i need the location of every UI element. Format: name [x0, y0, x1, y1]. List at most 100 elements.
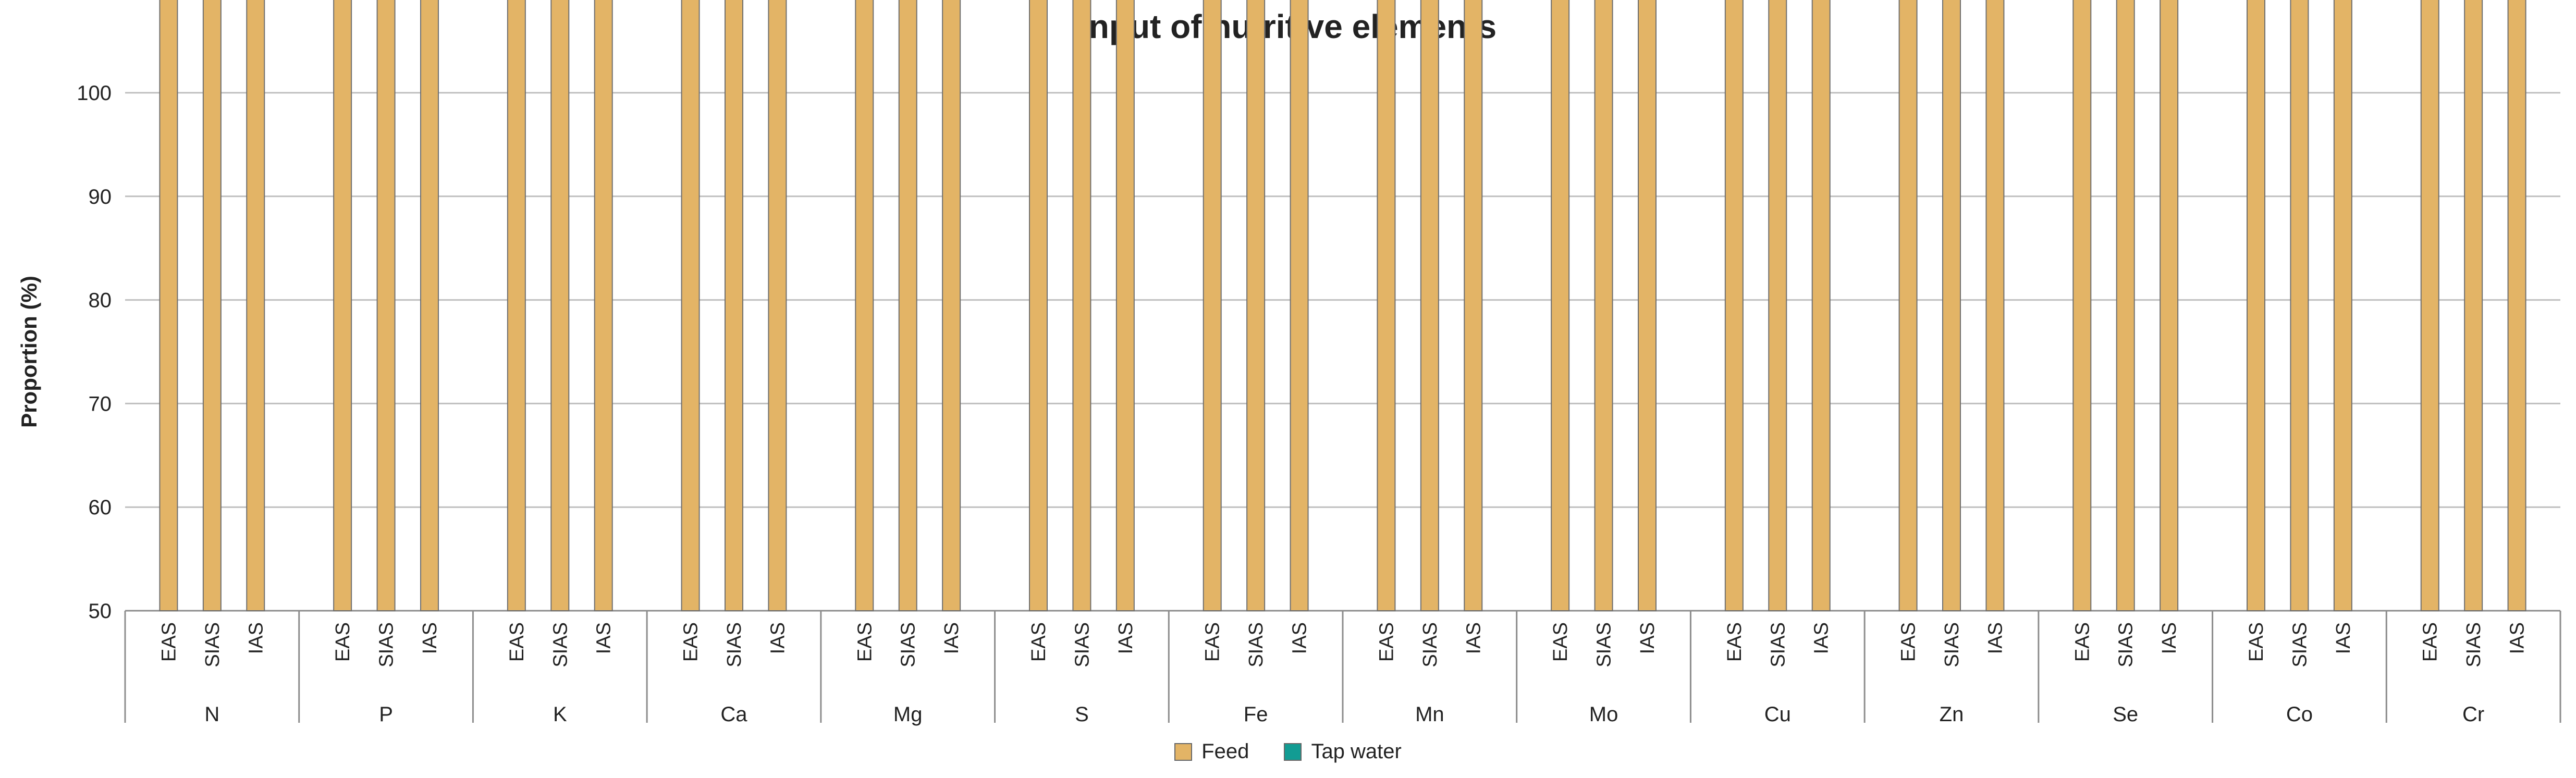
x-tick-label: EAS — [1202, 622, 1224, 662]
bar-feed — [507, 0, 526, 612]
x-tick-label: IAS — [2333, 622, 2354, 654]
x-tick-label: SIAS — [376, 622, 398, 668]
bar-feed — [376, 0, 396, 611]
group-label: Cu — [1764, 703, 1791, 726]
x-tick-label: EAS — [1898, 622, 1920, 662]
group-label: K — [553, 703, 567, 726]
group-label: Co — [2286, 703, 2313, 726]
bar-feed — [2333, 0, 2352, 611]
bar-feed — [1246, 0, 1266, 611]
legend-item-feed: Feed — [1174, 740, 1249, 763]
bar-feed — [1942, 0, 1961, 611]
x-tick-label: SIAS — [1767, 622, 1789, 668]
bar-feed — [333, 0, 352, 611]
x-tick-label: SIAS — [1941, 622, 1963, 668]
x-tick-label: IAS — [1637, 622, 1659, 654]
y-tick-label: 70 — [89, 392, 112, 415]
y-tick-label: 100 — [77, 82, 112, 105]
bar-feed — [2507, 0, 2526, 611]
bar-feed — [2116, 0, 2135, 612]
bar-feed — [1203, 0, 1222, 612]
bar-feed — [1898, 0, 1918, 611]
x-tick-label: IAS — [2507, 622, 2529, 654]
bar-feed — [1551, 0, 1570, 611]
x-tick-label: IAS — [593, 622, 615, 654]
group-label: P — [379, 703, 393, 726]
bar-feed — [1724, 0, 1744, 611]
bar-feed — [159, 0, 178, 612]
bar-feed — [1638, 0, 1657, 611]
group-label: Cr — [2462, 703, 2484, 726]
bar-feed — [1420, 0, 1439, 612]
x-tick-label: EAS — [854, 622, 876, 662]
bar-feed — [1594, 0, 1613, 611]
bar-feed — [202, 0, 222, 611]
x-tick-label: SIAS — [1245, 622, 1267, 668]
y-tick-label: 60 — [89, 496, 112, 519]
bar-feed — [420, 0, 439, 611]
x-tick-label: IAS — [1289, 622, 1311, 654]
bar-feed — [1464, 0, 1483, 611]
x-tick-label: EAS — [680, 622, 702, 662]
bar-feed — [768, 0, 787, 611]
legend-item-tap-water: Tap water — [1284, 740, 1402, 763]
x-tick-label: IAS — [941, 622, 963, 654]
x-tick-label: SIAS — [723, 622, 745, 668]
x-tick-label: SIAS — [2463, 622, 2485, 668]
x-tick-label: SIAS — [549, 622, 571, 668]
bar-feed — [1115, 0, 1135, 611]
bar-feed — [2247, 0, 2265, 612]
bar-feed — [1811, 0, 1831, 611]
legend-swatch-feed — [1174, 743, 1193, 761]
bar-feed — [725, 0, 743, 612]
group-label: Mg — [893, 703, 923, 726]
x-tick-label: IAS — [419, 622, 441, 654]
x-tick-label: SIAS — [898, 622, 919, 668]
group-label: S — [1075, 703, 1089, 726]
x-tick-label: SIAS — [1593, 622, 1615, 668]
group-label: Ca — [720, 703, 747, 726]
x-tick-label: EAS — [2071, 622, 2093, 662]
bar-feed — [1377, 0, 1396, 611]
x-tick-label: SIAS — [1419, 622, 1441, 668]
x-tick-label: SIAS — [2115, 622, 2137, 668]
bar-feed — [1290, 0, 1309, 611]
bar-feed — [1029, 0, 1048, 612]
x-tick-label: IAS — [767, 622, 789, 654]
bar-feed — [1985, 0, 2005, 612]
x-tick-label: EAS — [2246, 622, 2267, 662]
legend: Feed Tap water — [0, 740, 2576, 766]
x-tick-label: EAS — [2420, 622, 2442, 662]
x-tick-label: IAS — [1984, 622, 2006, 654]
x-tick-label: SIAS — [202, 622, 224, 668]
legend-swatch-tap-water — [1284, 743, 1302, 761]
x-tick-label: EAS — [506, 622, 528, 662]
bar-feed — [681, 0, 700, 611]
y-tick-label: 90 — [89, 186, 112, 208]
group-label: N — [204, 703, 219, 726]
bar-feed — [594, 0, 613, 611]
x-tick-label: IAS — [1811, 622, 1833, 654]
bar-feed — [2160, 0, 2179, 611]
group-label: Mo — [1589, 703, 1618, 726]
x-tick-label: IAS — [2158, 622, 2180, 654]
x-tick-label: IAS — [245, 622, 267, 654]
x-tick-label: IAS — [1115, 622, 1137, 654]
x-tick-label: EAS — [332, 622, 354, 662]
bar-feed — [855, 0, 874, 611]
x-tick-label: IAS — [1463, 622, 1485, 654]
bar-feed — [2072, 0, 2092, 611]
y-tick-label: 50 — [89, 600, 112, 623]
x-tick-label: SIAS — [2289, 622, 2311, 668]
bar-feed — [2464, 0, 2483, 611]
bar-feed — [2290, 0, 2309, 611]
group-label: Fe — [1244, 703, 1268, 726]
x-tick-label: EAS — [1550, 622, 1572, 662]
x-tick-label: SIAS — [1071, 622, 1093, 668]
bar-feed — [898, 0, 917, 611]
y-tick-label: 80 — [89, 289, 112, 312]
bar-feed — [550, 0, 570, 612]
group-label: Se — [2113, 703, 2138, 726]
